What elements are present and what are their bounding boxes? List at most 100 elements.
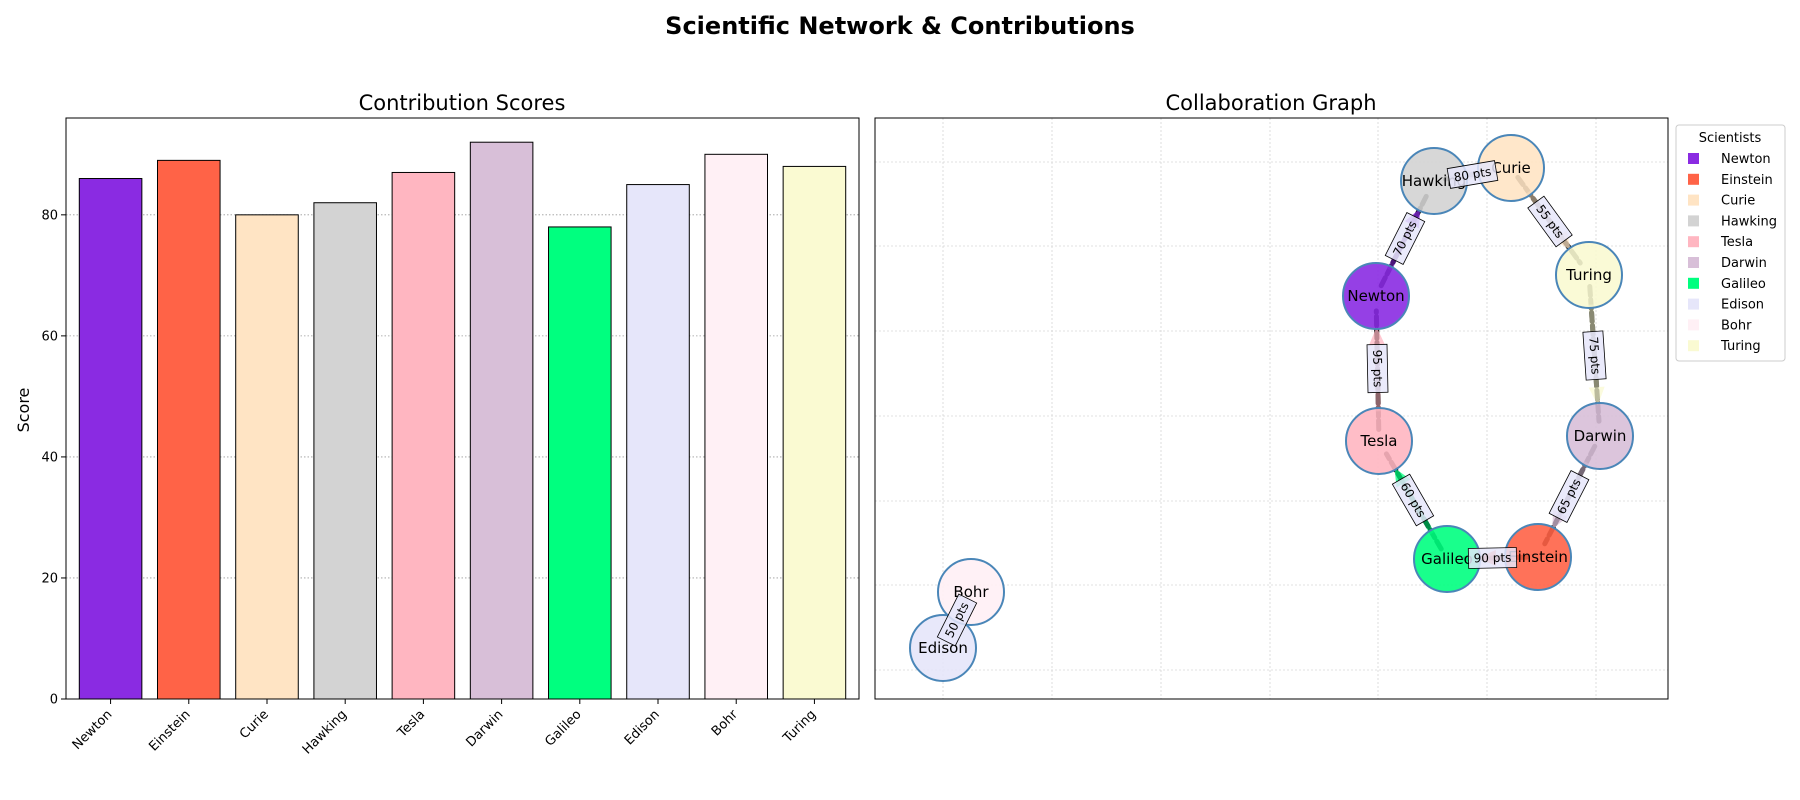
legend-swatch [1688,319,1699,331]
edge-label-box [1582,330,1607,381]
bar-edison [626,184,690,700]
node-curie: Curie [1477,134,1545,202]
node-circle [1342,262,1410,330]
edge-label: 60 pts [1391,473,1435,527]
y-tick-label: 20 [41,571,58,586]
legend-swatch [1688,257,1699,268]
legend-label: Darwin [1721,256,1767,271]
bar-turing [782,165,847,700]
legend-item-darwin: Darwin [1688,256,1767,271]
edge-label-text: 95 pts [1370,350,1385,388]
bar-einstein [157,159,221,700]
bar-chart-title: Contribution Scores [359,91,566,115]
legend-item-tesla: Tesla [1688,235,1753,250]
x-tick-label: Tesla [394,707,428,741]
legend-item-edison: Edison [1688,298,1764,313]
network-plot-frame [874,117,1669,700]
edge-label-text: 75 pts [1586,336,1603,375]
legend-item-newton: Newton [1688,152,1771,167]
legend-swatch [1688,298,1699,310]
network-edge-labels: 95 pts 70 pts 80 pts 55 pts 75 pts 65 pts 90 p… [936,160,1607,647]
edge-label-box [1527,195,1573,248]
bar-chart-ylabel: Score [14,388,33,433]
edge-label: 55 pts [1527,195,1573,248]
legend-swatch [1688,194,1699,206]
node-circle [1345,407,1413,475]
legend-label: Tesla [1720,235,1753,250]
node-einstein: Einstein [1504,523,1572,591]
edge-label: 65 pts [1548,470,1590,523]
legend-label: Turing [1720,339,1761,354]
legend-swatch [1688,153,1699,164]
edge-label-box [936,593,978,647]
edge-label-box [1467,547,1518,569]
edge-label: 80 pts [1446,160,1499,189]
edge-label: 95 pts [1366,343,1389,394]
legend-items: Newton Einstein Curie Hawking Tesla Darwin Gal… [1688,152,1777,354]
legend-swatch [1688,340,1699,352]
bar-hawking [313,202,377,700]
node-newton: Newton [1342,262,1410,330]
edge-label: 70 pts [1384,212,1426,265]
legend-item-bohr: Bohr [1688,318,1752,333]
x-tick-label: Bohr [709,707,742,740]
bar-series [78,141,847,700]
legend-label: Einstein [1721,173,1773,188]
x-tick-label: Curie [237,707,272,742]
node-label: Einstein [1508,548,1568,566]
node-circle [1566,402,1634,470]
bar-grid [66,214,859,579]
legend-label: Bohr [1721,318,1752,333]
bar-bohr [704,153,769,700]
collaboration-graph-panel: Collaboration Graph Newton Einstein Curie H… [874,91,1786,700]
node-galileo: Galileo [1413,525,1481,593]
bar-plot-frame [65,117,860,700]
legend-swatch [1688,173,1699,185]
edge-arrowhead [1588,386,1605,406]
y-tick-label: 60 [41,329,58,344]
bar-galileo [548,226,612,700]
node-darwin: Darwin [1566,402,1634,470]
legend-item-galileo: Galileo [1688,277,1766,292]
edge-label-box [1548,470,1590,523]
x-tick-label: Newton [70,707,116,753]
legend-title: Scientists [1699,131,1762,146]
edge-label-text: 80 pts [1453,164,1492,184]
node-turing: Turing [1555,241,1623,309]
legend-label: Curie [1721,194,1755,209]
bar-darwin [469,141,534,700]
legend-item-einstein: Einstein [1688,173,1773,188]
bar-y-axis: 0 20 40 60 80 [41,208,66,708]
edge-label: 50 pts [936,593,978,647]
node-label: Newton [1347,287,1404,305]
edge-label-box [1391,473,1435,527]
x-tick-label: Darwin [463,707,506,750]
bar-tesla [391,171,456,700]
edge-label-box [1366,343,1389,394]
legend-box [1675,124,1786,362]
legend-label: Galileo [1721,277,1766,292]
legend-label: Edison [1721,298,1764,313]
x-tick-label: Einstein [146,707,193,754]
node-label: Tesla [1359,432,1397,450]
legend-item-turing: Turing [1688,339,1761,354]
x-tick-label: Hawking [300,707,350,757]
bar-x-axis: Newton Einstein Curie Hawking Tesla Darwin Gal… [70,699,819,757]
legend-swatch [1688,277,1699,289]
node-label: Turing [1565,266,1612,284]
legend-label: Hawking [1721,214,1777,229]
node-label: Edison [918,639,968,657]
node-circle [1555,241,1623,309]
edge-label-box [1384,212,1426,265]
y-tick-label: 0 [50,693,58,708]
legend-item-curie: Curie [1688,194,1755,209]
edge-label-box [1446,160,1499,189]
legend-label: Newton [1721,152,1771,167]
x-tick-label: Galileo [542,707,584,749]
y-tick-label: 40 [41,450,58,465]
bar-newton [78,178,143,700]
x-tick-label: Turing [780,707,819,746]
node-label: Galileo [1421,550,1473,568]
